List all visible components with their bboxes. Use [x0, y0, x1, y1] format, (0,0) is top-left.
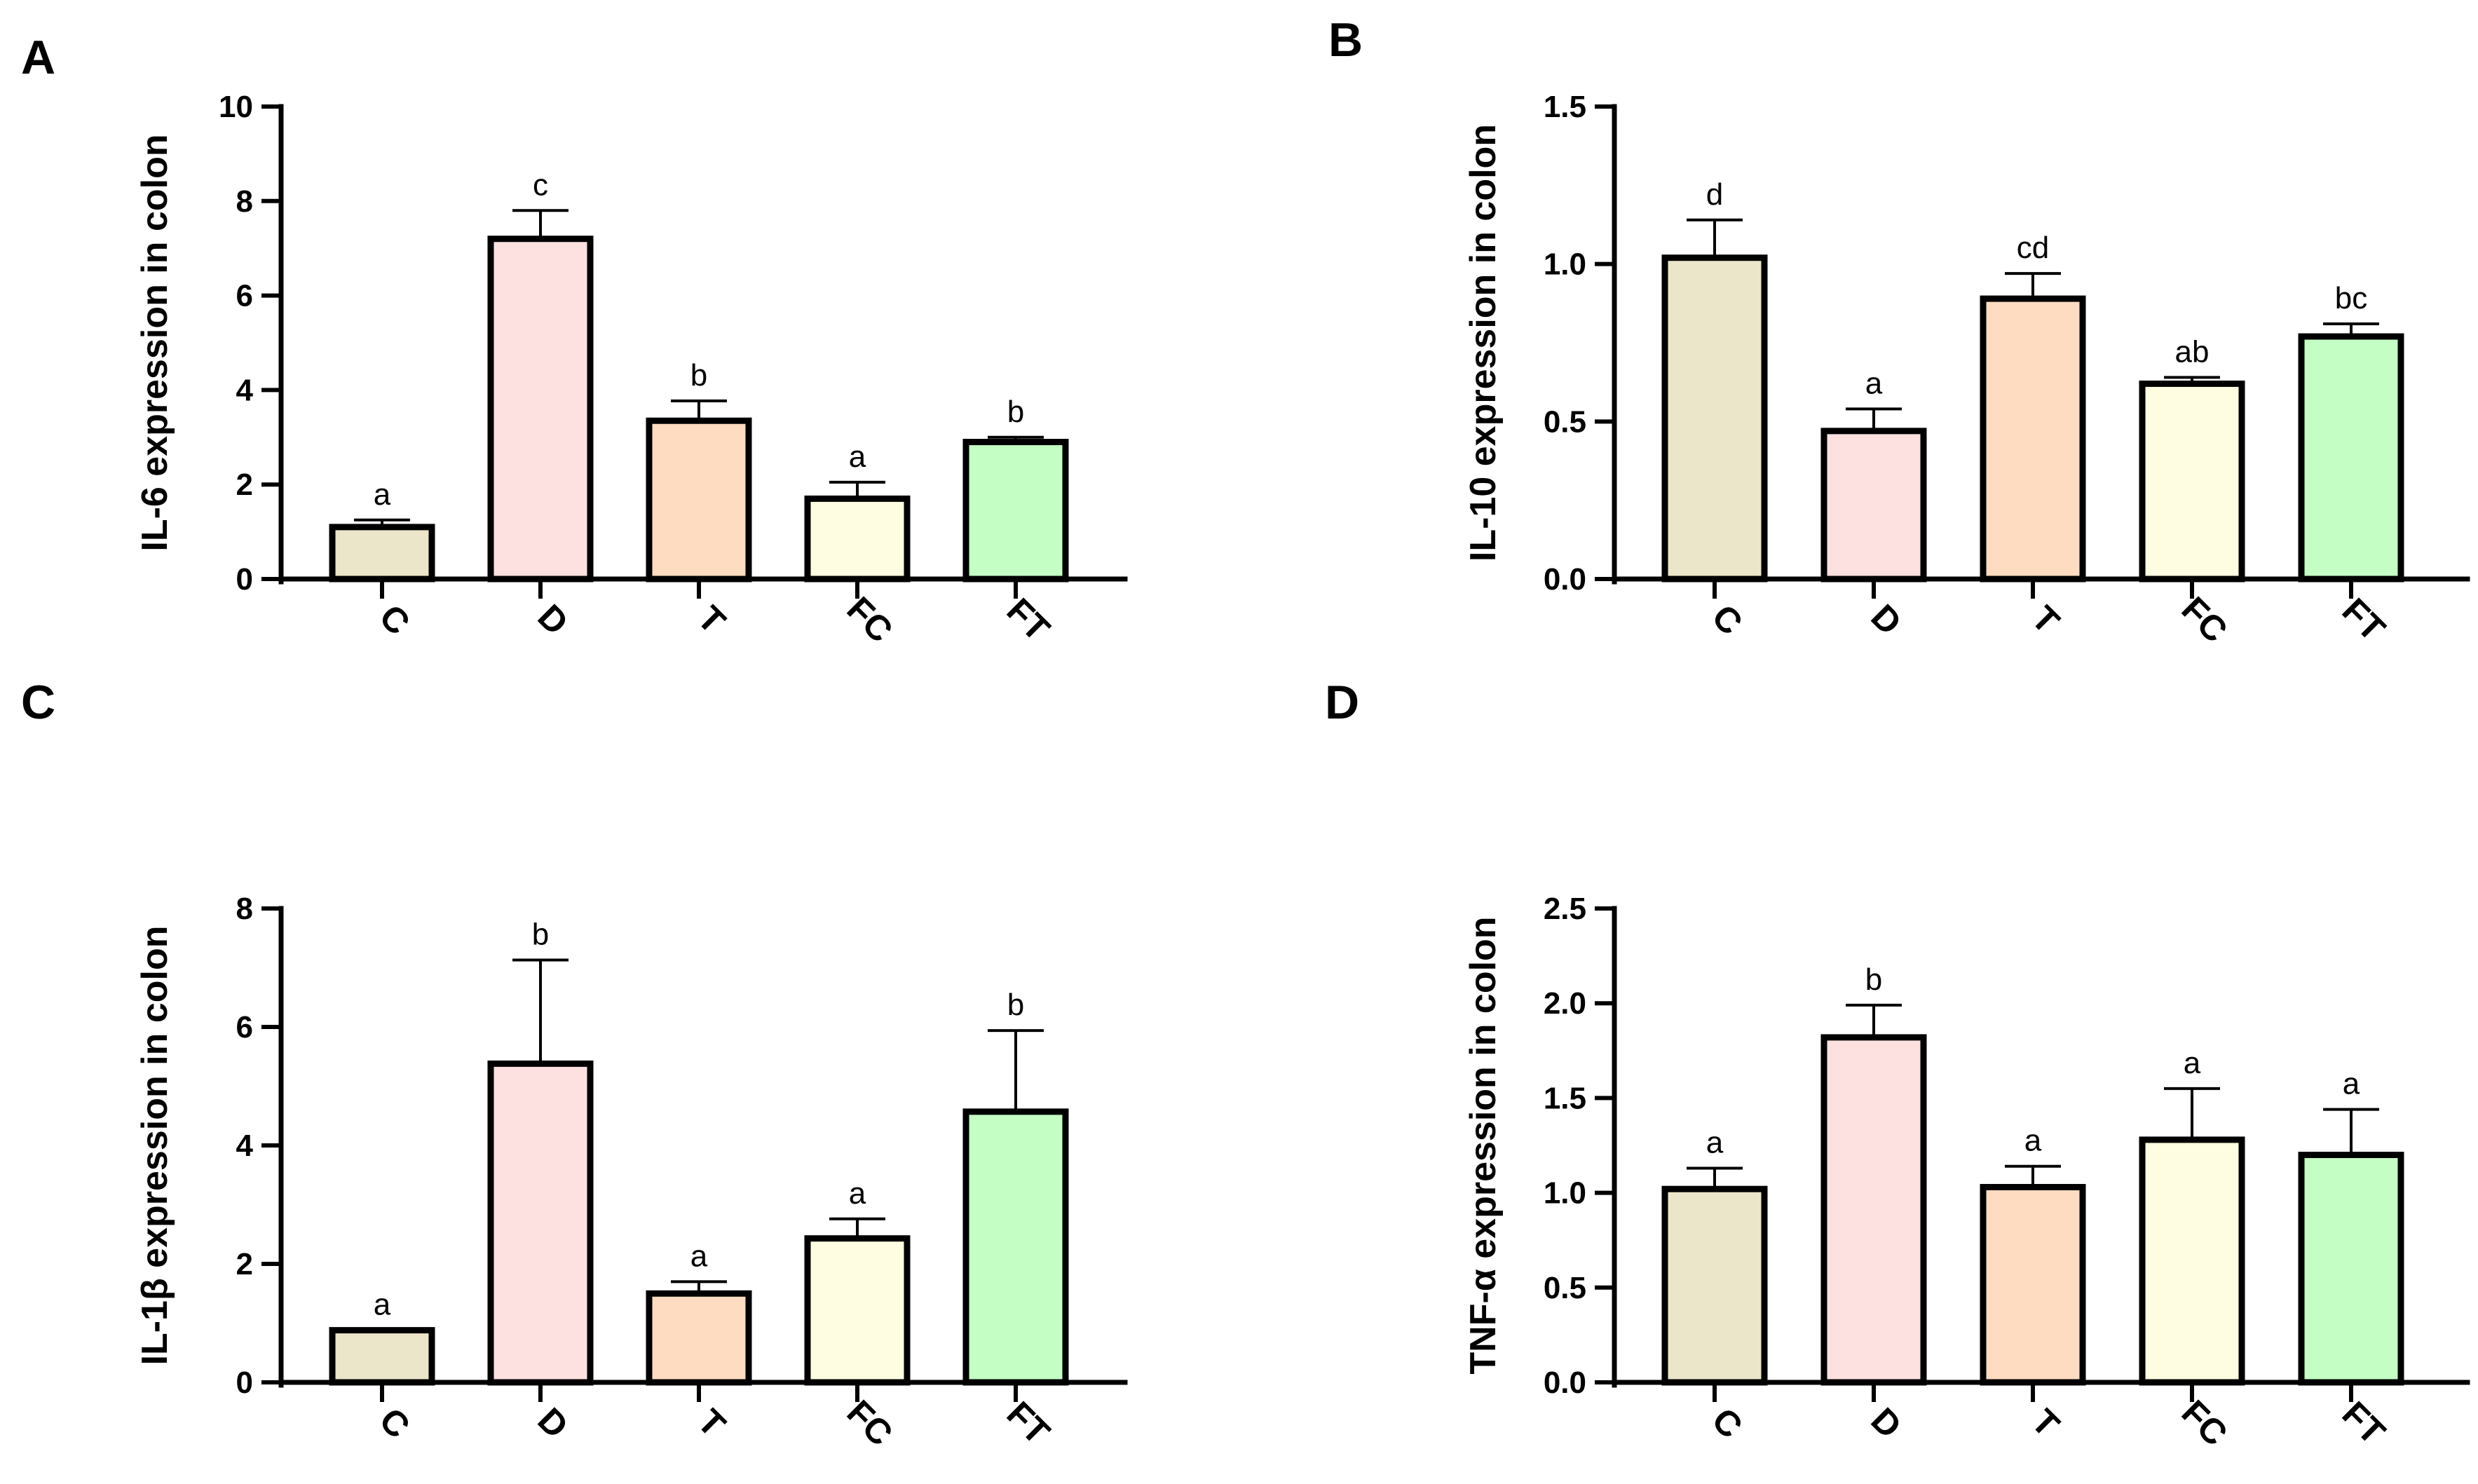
significance-label: cd — [2017, 231, 2049, 265]
bar-d — [487, 236, 594, 583]
x-category-label: D — [530, 597, 576, 642]
bar-c — [329, 524, 435, 583]
y-tick-label: 10 — [219, 90, 253, 124]
x-category-label: FC — [840, 1393, 901, 1454]
x-category-label: FT — [2335, 591, 2393, 649]
significance-label: c — [533, 168, 548, 202]
significance-label: a — [849, 1176, 866, 1211]
x-category-label: D — [530, 1400, 576, 1445]
x-category-label: FC — [2174, 590, 2235, 651]
y-tick-label: 4 — [236, 1129, 254, 1163]
significance-label: a — [1706, 1125, 1724, 1159]
bar-t — [646, 1290, 752, 1386]
y-axis-label: IL-6 expression in colon — [135, 134, 175, 551]
y-tick-label: 0 — [236, 1366, 253, 1400]
chart-panel-d: D TNF-α expression in colon 0.0 0.5 1.0 1.5 2.… — [1325, 676, 2470, 1454]
y-axis-label: IL-1β expression in colon — [135, 926, 175, 1366]
y-tick-label: 2.0 — [1544, 986, 1586, 1021]
x-category-label: C — [1704, 1400, 1750, 1445]
significance-label: a — [849, 440, 866, 474]
bar-c — [1661, 254, 1768, 583]
x-category-label: C — [1704, 597, 1750, 642]
y-tick-label: 0.5 — [1544, 404, 1586, 439]
x-category-label: D — [1863, 1400, 1909, 1445]
x-category-label: C — [372, 1400, 417, 1445]
y-tick-label: 2.5 — [1544, 892, 1586, 926]
significance-label: a — [2024, 1124, 2042, 1158]
panel-letter-d: D — [1325, 676, 1359, 729]
y-tick-label: 0 — [236, 562, 253, 597]
significance-label: d — [1706, 177, 1723, 212]
bar-d — [1820, 1034, 1927, 1386]
y-tick-label: 4 — [236, 373, 254, 407]
bar-t — [1980, 1183, 2086, 1386]
bar-t — [646, 417, 752, 583]
x-category-label: C — [372, 597, 417, 642]
significance-label: b — [1007, 988, 1024, 1022]
significance-label: a — [1865, 366, 1883, 400]
bar-fc — [2139, 1136, 2245, 1386]
y-tick-label: 1.5 — [1544, 90, 1586, 124]
y-tick-label: 6 — [236, 279, 253, 313]
significance-label: a — [2343, 1067, 2360, 1101]
y-tick-label: 2 — [236, 468, 253, 502]
significance-label: ab — [2175, 334, 2210, 369]
significance-label: a — [374, 1288, 391, 1322]
y-tick-label: 8 — [236, 184, 253, 219]
significance-label: a — [374, 477, 391, 512]
bar-c — [329, 1327, 435, 1386]
significance-label: b — [1007, 395, 1024, 429]
bar-ft — [962, 1108, 1069, 1386]
bar-fc — [2139, 380, 2245, 583]
y-tick-label: 1.0 — [1544, 1176, 1586, 1211]
y-tick-label: 6 — [236, 1010, 253, 1044]
x-category-label: T — [2024, 598, 2067, 641]
y-tick-label: 2 — [236, 1247, 253, 1281]
x-category-label: FT — [1000, 1394, 1058, 1452]
panel-letter-a: A — [21, 31, 55, 84]
y-tick-label: 0.5 — [1544, 1271, 1586, 1305]
y-tick-label: 0.0 — [1544, 562, 1586, 597]
significance-label: b — [1865, 962, 1882, 997]
x-category-label: T — [690, 1401, 733, 1444]
y-tick-label: 8 — [236, 892, 253, 926]
x-category-label: D — [1863, 597, 1909, 642]
chart-panel-c: C IL-1β expression in colon 0 2 4 6 8 a Cb Da Ta FC… — [21, 676, 1128, 1454]
chart-panel-a: A IL-6 expression in colon 0 2 4 6 8 10 a Cc Db Ta F… — [21, 31, 1128, 651]
significance-label: b — [532, 918, 549, 952]
chart-panel-b: B IL-10 expression in colon 0.0 0.5 1.0 1.5 d C… — [1328, 13, 2470, 651]
bar-t — [1980, 295, 2086, 583]
x-category-label: FT — [1000, 591, 1058, 649]
panel-letter-c: C — [21, 676, 55, 729]
bar-ft — [2298, 333, 2404, 583]
y-axis-label: TNF-α expression in colon — [1463, 916, 1504, 1374]
bar-d — [1820, 428, 1927, 583]
y-tick-label: 1.5 — [1544, 1081, 1586, 1115]
panel-letter-b: B — [1328, 13, 1363, 67]
x-category-label: FC — [2174, 1393, 2235, 1454]
bar-fc — [804, 495, 911, 583]
x-category-label: FT — [2335, 1394, 2393, 1452]
significance-label: a — [2184, 1046, 2201, 1080]
x-category-label: T — [690, 598, 733, 641]
significance-label: b — [690, 358, 707, 393]
bar-ft — [962, 439, 1069, 583]
significance-label: bc — [2335, 281, 2367, 315]
x-category-label: FC — [840, 590, 901, 651]
significance-label: a — [690, 1239, 708, 1273]
bar-d — [487, 1060, 594, 1386]
y-tick-label: 0.0 — [1544, 1366, 1586, 1400]
bar-ft — [2298, 1152, 2404, 1386]
x-category-label: T — [2024, 1401, 2067, 1444]
bar-fc — [804, 1235, 911, 1386]
y-tick-label: 1.0 — [1544, 247, 1586, 282]
y-axis-label: IL-10 expression in colon — [1463, 124, 1504, 561]
bar-c — [1661, 1185, 1768, 1386]
